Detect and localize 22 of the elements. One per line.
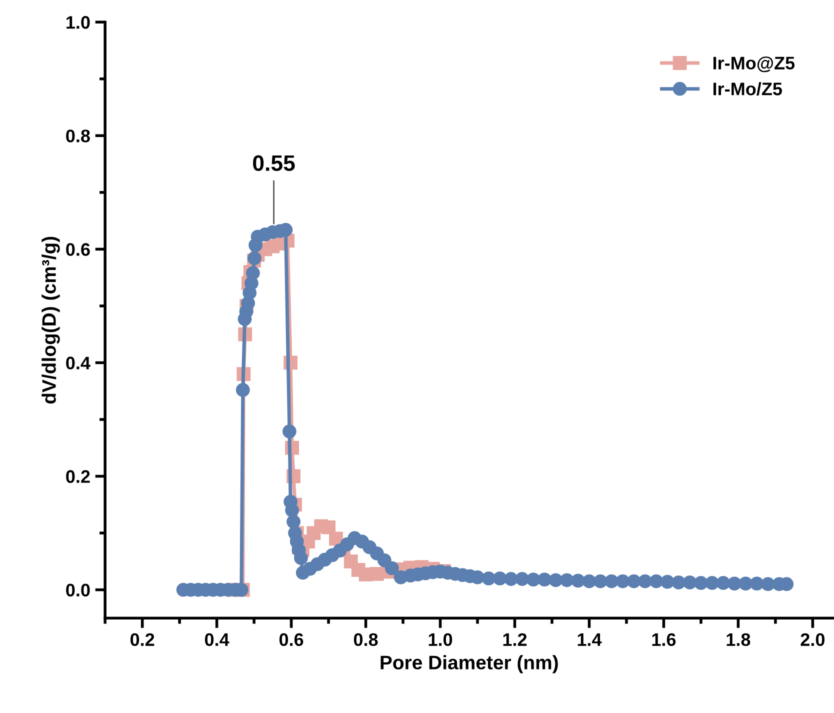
point [322,520,336,534]
x-tick-label: 1.0 [428,633,452,646]
x-tick-label: 2.0 [800,633,824,646]
x-axis-title: Pore Diameter (nm) [380,655,558,674]
legend-label: Ir-Mo@Z5 [713,56,795,72]
x-tick-label: 1.8 [726,633,750,646]
y-tick-label: 0.0 [66,584,90,597]
annotation: 0.55 [253,155,295,171]
legend-label: Ir-Mo/Z5 [713,82,782,96]
y-tick-label: 0.2 [66,470,90,483]
x-tick-label: 1.6 [652,633,676,646]
x-tick-label: 1.4 [578,633,602,646]
x-tick-label: 0.6 [279,633,304,646]
x-tick-label: 0.4 [204,633,230,646]
x-tick-label: 0.2 [130,633,154,646]
y-tick-label: 0.6 [66,243,90,256]
y-tick-label: 1.0 [66,16,90,29]
y-tick-label: 0.8 [66,130,90,142]
x-tick-label: 0.8 [354,633,378,646]
y-axis-title: dV/dlog(D) (cm³/g) [42,236,60,404]
y-tick-label: 0.4 [66,356,90,370]
x-tick-label: 1.2 [503,633,527,646]
